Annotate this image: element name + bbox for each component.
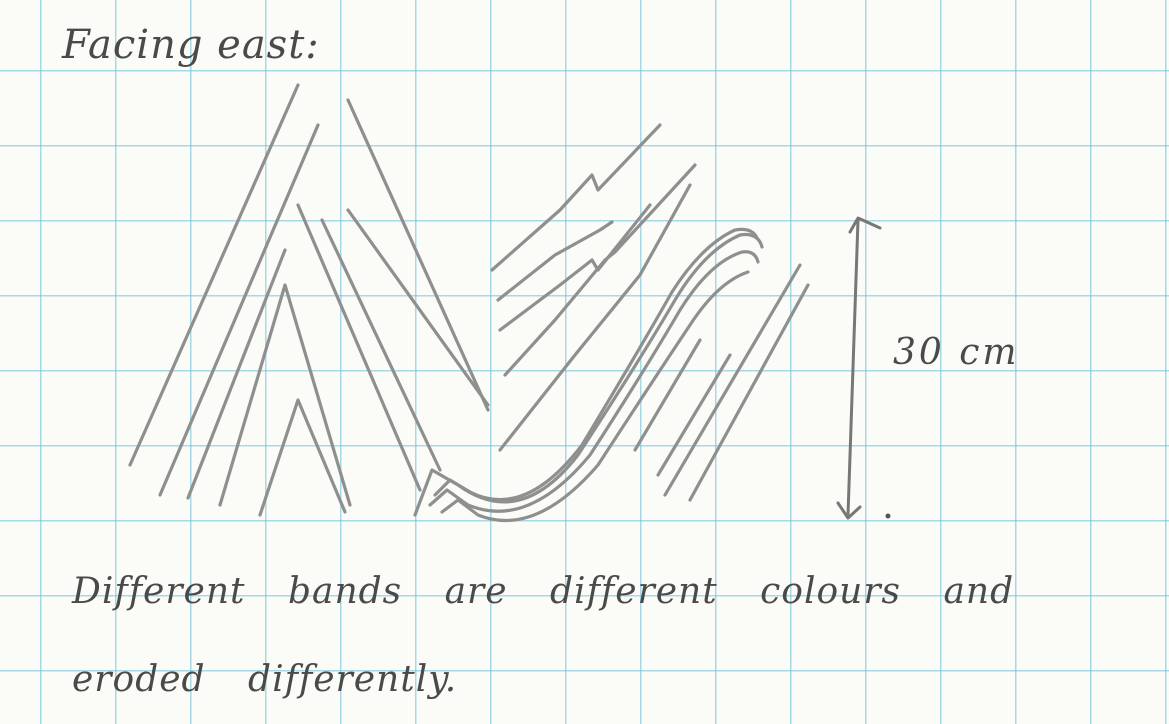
right-band-2 bbox=[496, 220, 614, 302]
left-band-9 bbox=[346, 98, 490, 412]
right-band-9 bbox=[688, 283, 810, 502]
right-band-5 bbox=[498, 183, 692, 452]
right-band-6 bbox=[633, 338, 702, 452]
left-band-1 bbox=[128, 83, 300, 467]
right-band-7 bbox=[656, 353, 732, 477]
left-band-3 bbox=[186, 248, 287, 500]
strata-bands bbox=[128, 83, 810, 523]
trough-band-3 bbox=[428, 250, 760, 513]
left-band-5 bbox=[258, 398, 347, 517]
trough-band-4 bbox=[440, 270, 750, 523]
left-band-8 bbox=[346, 208, 490, 407]
left-band-7 bbox=[320, 218, 442, 472]
note-text: Different bands are different colours an… bbox=[72, 571, 1015, 700]
right-band-8 bbox=[663, 263, 802, 497]
right-band-3 bbox=[498, 203, 652, 332]
right-band-1 bbox=[490, 123, 662, 272]
sketch-heading: Facing east: bbox=[62, 22, 320, 68]
left-band-4 bbox=[218, 283, 352, 507]
height-arrow bbox=[836, 216, 882, 520]
left-band-6 bbox=[296, 203, 422, 492]
trough-band-2 bbox=[433, 227, 759, 502]
right-band-4 bbox=[503, 163, 697, 377]
left-band-2 bbox=[158, 123, 320, 497]
height-label: 30 cm bbox=[893, 332, 1020, 373]
dot-mark bbox=[885, 513, 891, 519]
arrowhead-top bbox=[848, 216, 882, 234]
arrowhead-bottom bbox=[836, 501, 862, 520]
trough-band-1 bbox=[413, 232, 764, 517]
